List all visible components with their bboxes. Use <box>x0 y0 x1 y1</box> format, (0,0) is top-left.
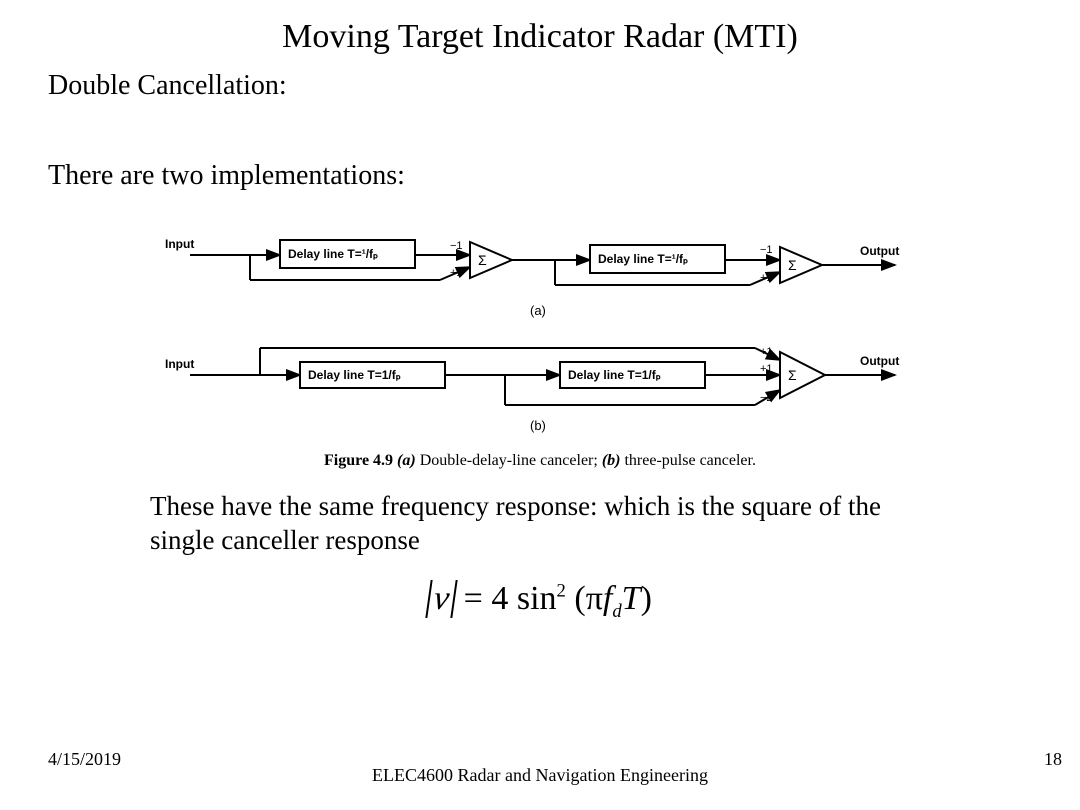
a-sum1-top: −1 <box>450 240 463 252</box>
b-delay2-label: Delay line T=1/fₚ <box>568 368 661 382</box>
b-w-bot: −2 <box>760 392 773 404</box>
b-w-mid: +1 <box>760 363 773 375</box>
a-sum2-bot: +1 <box>760 272 773 284</box>
eqn-lhs: v <box>432 580 452 617</box>
eqn-sub: d <box>612 601 621 622</box>
caption-b-marker: (b) <box>602 452 621 469</box>
a-delay2-label: Delay line T=¹/fₚ <box>598 252 688 266</box>
marker-b: (b) <box>530 418 546 433</box>
eqn-close: ) <box>641 580 652 617</box>
caption-a-marker: (a) <box>397 452 416 469</box>
subtitle-1: Double Cancellation: <box>48 70 287 102</box>
mti-diagram: Input Delay line T=¹/fₚ −1 +1 Σ Delay li… <box>160 220 920 445</box>
b-input-label: Input <box>165 357 194 371</box>
eqn-T: T <box>622 580 641 617</box>
eqn-open: (π <box>566 580 603 617</box>
body-text: These have the same frequency response: … <box>150 490 950 558</box>
eqn-eq: = 4 sin <box>455 580 556 617</box>
b-sigma: Σ <box>788 367 797 383</box>
b-delay1-label: Delay line T=1/fₚ <box>308 368 401 382</box>
footer-page: 18 <box>1044 749 1062 770</box>
b-w-top: +1 <box>760 346 773 358</box>
caption-prefix: Figure 4.9 <box>324 452 397 469</box>
eqn-f: f <box>603 580 612 617</box>
a-output-label: Output <box>860 244 899 258</box>
a-input-label: Input <box>165 237 194 251</box>
caption-a-text: Double-delay-line canceler; <box>416 452 602 469</box>
a-sum1-bot: +1 <box>450 267 463 279</box>
marker-a: (a) <box>530 303 546 318</box>
a-sigma-2: Σ <box>788 257 797 273</box>
figure-caption: Figure 4.9 (a) Double-delay-line cancele… <box>0 452 1080 470</box>
eqn-exp: 2 <box>557 581 566 602</box>
caption-b-text: three-pulse canceler. <box>620 452 755 469</box>
slide-title: Moving Target Indicator Radar (MTI) <box>0 18 1080 56</box>
equation: v = 4 sin2 (πfdT) <box>0 580 1080 623</box>
a-delay1-label: Delay line T=¹/fₚ <box>288 247 378 261</box>
a-sum2-top: −1 <box>760 244 773 256</box>
footer-course: ELEC4600 Radar and Navigation Engineerin… <box>0 765 1080 786</box>
b-output-label: Output <box>860 354 899 368</box>
figure-block: Input Delay line T=¹/fₚ −1 +1 Σ Delay li… <box>0 220 1080 450</box>
subtitle-2: There are two implementations: <box>48 160 405 192</box>
a-sigma-1: Σ <box>478 252 487 268</box>
